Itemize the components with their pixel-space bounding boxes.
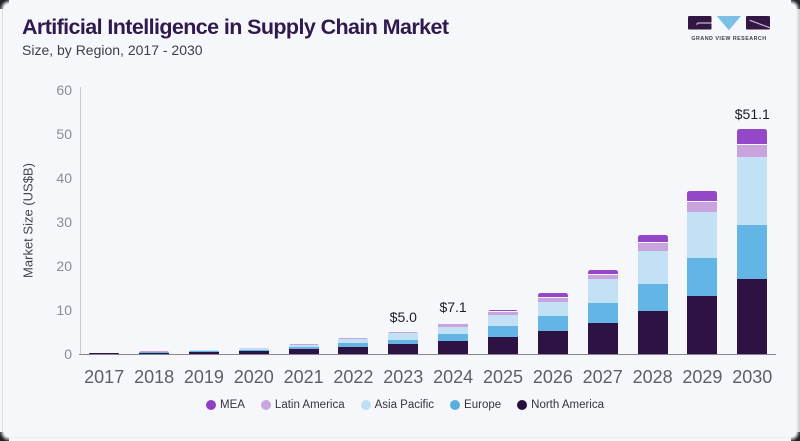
svg-text:GRAND VIEW RESEARCH: GRAND VIEW RESEARCH	[691, 36, 766, 42]
